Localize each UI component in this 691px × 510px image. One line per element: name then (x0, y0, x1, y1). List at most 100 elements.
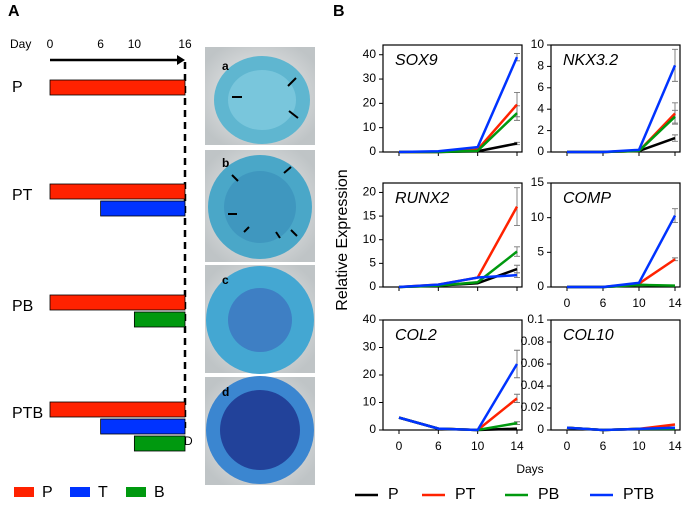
x-tick-label: 0 (564, 296, 571, 310)
timeline-bar (100, 418, 186, 435)
y-tick-label: 15 (531, 175, 545, 189)
timeline-bar (100, 200, 186, 217)
y-tick-label: 15 (363, 208, 377, 222)
row-label: PB (12, 298, 33, 315)
timeline-bar (49, 79, 186, 96)
legend-swatch (14, 487, 34, 497)
x-tick-label: 0 (47, 37, 54, 51)
x-tick-label: 16 (178, 37, 192, 51)
photo-label: c (222, 273, 229, 287)
row-label: PT (12, 187, 33, 204)
timeline-bar (49, 294, 186, 311)
series-line (399, 103, 518, 154)
y-tick-label: 0 (369, 279, 376, 293)
photo-c (205, 265, 315, 374)
y-tick-label: 0 (369, 422, 376, 436)
timeline-bar (133, 435, 186, 452)
legend-swatch (126, 487, 146, 497)
y-tick-label: 5 (537, 245, 544, 259)
y-tick-label: 0 (369, 144, 376, 158)
legend-label: B (154, 484, 165, 501)
x-tick-label: 10 (128, 37, 142, 51)
x-tick-label: 6 (600, 439, 607, 453)
y-axis-label: Relative Expression (334, 169, 351, 310)
error-bar (514, 272, 520, 278)
y-tick-label: 2 (537, 123, 544, 137)
y-tick-label: 30 (363, 71, 377, 85)
photo-label: d (222, 385, 229, 399)
timeline-bar (49, 183, 186, 200)
x-tick-label: 0 (396, 439, 403, 453)
legend-label: PT (455, 486, 476, 503)
y-tick-label: 0 (537, 279, 544, 293)
photo-b (205, 150, 315, 262)
y-tick-label: 10 (363, 395, 377, 409)
y-tick-label: 0 (537, 422, 544, 436)
plot-frame (382, 182, 523, 288)
row-label: P (12, 79, 23, 96)
chart-title: NKX3.2 (563, 52, 618, 69)
photo-label: b (222, 156, 229, 170)
x-tick-label: 10 (632, 296, 646, 310)
photo-d (205, 376, 315, 485)
y-tick-label: 40 (363, 312, 377, 326)
y-tick-label: 10 (363, 232, 377, 246)
y-tick-label: 6 (537, 80, 544, 94)
series-line (567, 214, 677, 289)
photo-a (205, 47, 315, 145)
x-tick-label: 14 (510, 439, 524, 453)
series-line (398, 56, 519, 154)
chart-title: COL2 (395, 327, 437, 344)
x-tick-label: 6 (435, 439, 442, 453)
row-label: PTB (12, 405, 43, 422)
y-tick-label: 10 (531, 37, 545, 51)
y-tick-label: 5 (369, 256, 376, 270)
legend-label: P (388, 486, 399, 503)
timeline-bar (133, 311, 186, 328)
error-bar (672, 208, 678, 223)
legend-label: T (98, 484, 108, 501)
y-tick-label: 30 (363, 340, 377, 354)
x-tick-label: 6 (600, 296, 607, 310)
x-tick-label: 10 (471, 439, 485, 453)
legend-label: PB (538, 486, 559, 503)
y-tick-label: 0.08 (521, 334, 545, 348)
chart-title: COMP (563, 190, 611, 207)
x-tick-label: 10 (632, 439, 646, 453)
chart-title: SOX9 (395, 52, 438, 69)
y-tick-label: 10 (363, 120, 377, 134)
legend-label: PTB (623, 486, 654, 503)
legend-label: P (42, 484, 53, 501)
x-axis-label: Day (10, 37, 31, 51)
chart-title: RUNX2 (395, 190, 449, 207)
y-tick-label: 0 (537, 144, 544, 158)
series-line (398, 363, 519, 432)
x-tick-label: 0 (564, 439, 571, 453)
panel-label: A (8, 3, 20, 20)
chart-title: COL10 (563, 327, 614, 344)
error-bar (514, 187, 520, 226)
panel-label: B (333, 3, 345, 20)
y-tick-label: 4 (537, 101, 544, 115)
series-line (566, 426, 676, 432)
series-line (567, 64, 677, 154)
x-tick-label: 14 (668, 296, 682, 310)
y-tick-label: 0.1 (527, 312, 544, 326)
x-axis-label: Days (516, 462, 543, 476)
series-line (567, 115, 676, 154)
photo-label: a (222, 59, 229, 73)
y-tick-label: 20 (363, 185, 377, 199)
legend-swatch (70, 487, 90, 497)
x-tick-label: 14 (668, 439, 682, 453)
series-line (567, 258, 676, 289)
y-tick-label: 20 (363, 367, 377, 381)
arrow-head (177, 55, 185, 65)
series-line (398, 273, 518, 289)
y-tick-label: 8 (537, 59, 544, 73)
y-tick-label: 10 (531, 210, 545, 224)
timeline-bar (49, 401, 186, 418)
y-tick-label: 0.04 (521, 378, 545, 392)
x-tick-label: 6 (97, 37, 104, 51)
y-tick-label: 0.02 (521, 400, 545, 414)
